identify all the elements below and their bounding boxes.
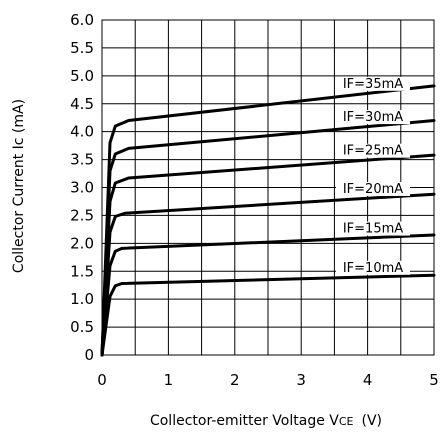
y-tick-label: 5.0 — [70, 67, 94, 85]
y-tick-label: 0 — [84, 346, 94, 364]
x-tick-label: 0 — [97, 371, 107, 389]
y-tick-label: 3.0 — [70, 179, 94, 197]
series-label: IF=25mA — [343, 144, 403, 159]
series-label: IF=15mA — [343, 222, 403, 237]
series-curve — [100, 273, 436, 357]
y-tick-label: 4.0 — [70, 123, 94, 141]
x-axis-title-subscript: CE — [339, 415, 354, 428]
y-tick-label: 6.0 — [70, 11, 94, 29]
x-tick-label: 1 — [164, 371, 174, 389]
x-tick-label: 2 — [230, 371, 240, 389]
x-axis-title-unit: (V) — [362, 413, 383, 429]
y-tick-label: 1.5 — [70, 262, 94, 280]
series-curve — [100, 84, 436, 357]
series-label-bg — [336, 181, 410, 196]
x-axis-title: Collector-emitter Voltage VCE (V) — [150, 413, 382, 429]
x-tick-labels: 0 1 2 3 4 5 — [97, 371, 439, 389]
x-tick-label: 3 — [296, 371, 306, 389]
series-label-bg — [336, 260, 410, 275]
y-tick-label: 4.5 — [70, 95, 94, 113]
y-tick-label: 2.0 — [70, 234, 94, 252]
series-label-bg — [336, 110, 410, 125]
series-label: IF=20mA — [343, 182, 403, 197]
series-curves — [100, 84, 436, 357]
y-tick-label: 3.5 — [70, 151, 94, 169]
x-tick-label: 5 — [429, 371, 439, 389]
y-tick-label: 1.0 — [70, 290, 94, 308]
y-axis-title: Collector Current Ic (mA) — [11, 99, 27, 273]
series-label: IF=30mA — [343, 110, 403, 125]
x-tick-label: 4 — [363, 371, 373, 389]
series-label-bg — [336, 143, 410, 158]
y-tick-label: 0.5 — [70, 318, 94, 336]
series-label-bg — [336, 76, 410, 91]
series-label: IF=10mA — [343, 261, 403, 276]
x-axis-title-main: Collector-emitter Voltage V — [150, 413, 339, 429]
y-tick-label: 2.5 — [70, 206, 94, 224]
series-label-bg — [336, 221, 410, 236]
series-labels: IF=10mA IF=15mA IF=20mA IF=25mA IF=30mA IF=35… — [336, 76, 410, 276]
y-tick-label: 5.5 — [70, 39, 94, 57]
y-tick-labels: 0 0.5 1.0 1.5 2.0 2.5 3.0 3.5 4.0 4.5 5.0 5.5 6.0 — [70, 11, 94, 364]
series-label: IF=35mA — [343, 77, 403, 92]
